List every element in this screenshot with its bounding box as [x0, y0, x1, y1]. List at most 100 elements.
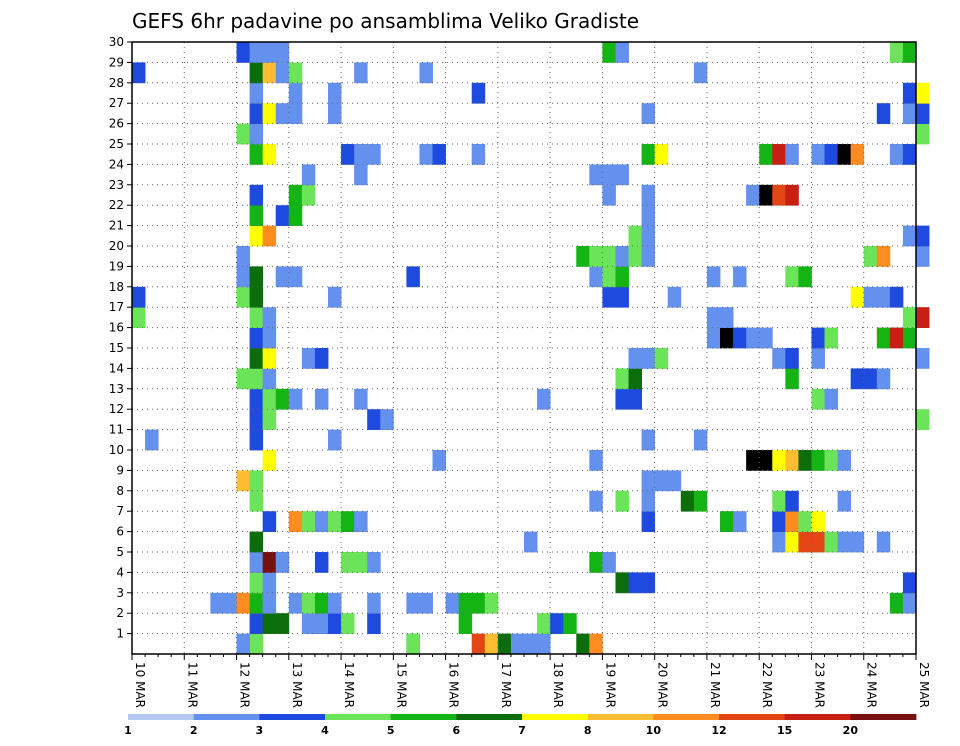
- colorbar-label: 5: [387, 724, 395, 737]
- heatmap-cell: [772, 511, 786, 532]
- heatmap-cell: [785, 266, 799, 288]
- heatmap-cell: [314, 552, 329, 573]
- heatmap-cell: [249, 225, 264, 247]
- heatmap-cell: [628, 225, 642, 247]
- heatmap-cell: [275, 613, 290, 634]
- heatmap-cell: [759, 327, 773, 349]
- heatmap-cell: [262, 307, 277, 328]
- heatmap-cell: [916, 348, 930, 369]
- x-tick-label: 12 MAR: [238, 662, 252, 708]
- heatmap-cell: [301, 164, 316, 186]
- heatmap-cell: [811, 531, 825, 553]
- x-tick-label: 22 MAR: [760, 662, 774, 708]
- heatmap-cell: [641, 144, 656, 165]
- heatmap-cell: [902, 42, 917, 63]
- y-tick-label: 10: [109, 443, 124, 457]
- colorbar-swatch: [784, 714, 851, 720]
- heatmap-cell: [876, 531, 891, 553]
- heatmap-cell: [262, 42, 277, 63]
- heatmap-cell: [328, 592, 342, 614]
- heatmap-cell: [916, 82, 930, 104]
- y-tick-label: 14: [109, 361, 124, 375]
- heatmap-cell: [785, 450, 799, 471]
- y-tick-label: 4: [116, 565, 124, 579]
- heatmap-cell: [328, 429, 342, 451]
- heatmap-cell: [249, 409, 264, 430]
- heatmap-cell: [772, 348, 786, 369]
- heatmap-cell: [733, 266, 747, 288]
- heatmap-cell: [249, 470, 264, 492]
- heatmap-cell: [889, 327, 904, 349]
- heatmap-cell: [824, 450, 838, 471]
- heatmap-cell: [484, 633, 499, 655]
- heatmap-cell: [301, 348, 316, 369]
- heatmap-cell: [837, 450, 852, 471]
- heatmap-cell: [262, 103, 277, 124]
- heatmap-cell: [876, 103, 891, 124]
- heatmap-cell: [876, 246, 891, 267]
- heatmap-cell: [328, 286, 342, 308]
- heatmap-cell: [249, 613, 264, 634]
- heatmap-cell: [746, 184, 760, 206]
- heatmap-cell: [680, 490, 695, 512]
- colorbar-swatch: [456, 714, 523, 720]
- heatmap-cell: [132, 286, 146, 308]
- heatmap-cell: [902, 144, 917, 165]
- x-tick-label: 17 MAR: [499, 662, 513, 708]
- heatmap-cell: [602, 184, 616, 206]
- heatmap-cell: [850, 531, 865, 553]
- heatmap-cell: [654, 144, 669, 165]
- x-tick-label: 13 MAR: [290, 662, 304, 708]
- heatmap-cell: [667, 470, 682, 492]
- heatmap-cell: [902, 82, 917, 104]
- heatmap-cell: [328, 613, 342, 634]
- heatmap-cell: [641, 348, 656, 369]
- gridlines: [132, 41, 916, 654]
- heatmap-cell: [367, 592, 381, 614]
- heatmap-cell: [654, 348, 669, 369]
- heatmap-cell: [210, 592, 224, 614]
- heatmap-cell: [236, 246, 250, 267]
- heatmap-cell: [249, 368, 264, 390]
- heatmap-cell: [354, 511, 368, 532]
- heatmap-cell: [733, 327, 747, 349]
- x-tick-label: 14 MAR: [342, 662, 356, 708]
- heatmap-cell: [628, 246, 642, 267]
- y-tick-label: 30: [109, 35, 124, 49]
- heatmap-cell: [876, 368, 891, 390]
- heatmap-cell: [249, 62, 264, 84]
- heatmap-cell: [262, 511, 277, 532]
- heatmap-cell: [249, 266, 264, 288]
- heatmap-cell: [824, 388, 838, 410]
- heatmap-cell: [602, 164, 616, 186]
- y-tick-label: 11: [109, 423, 124, 437]
- heatmap-cell: [367, 613, 381, 634]
- colorbar-swatch: [587, 714, 654, 720]
- heatmap-cell: [510, 633, 525, 655]
- heatmap-cell: [262, 225, 277, 247]
- heatmap-cell: [850, 368, 865, 390]
- colorbar-label: 15: [777, 724, 792, 737]
- heatmap-cell: [628, 348, 642, 369]
- heatmap-cell: [132, 62, 146, 84]
- heatmap-cell: [863, 368, 878, 390]
- heatmap-cell: [354, 552, 368, 573]
- heatmap-cell: [471, 144, 486, 165]
- heatmap-cell: [236, 266, 250, 288]
- heatmap-cell: [432, 450, 446, 471]
- heatmap-cell: [785, 348, 799, 369]
- heatmap-cell: [628, 388, 642, 410]
- heatmap-cell: [811, 144, 825, 165]
- heatmap-cell: [641, 184, 656, 206]
- heatmap-cell: [288, 388, 303, 410]
- heatmap-cell: [249, 103, 264, 124]
- heatmap-cell: [824, 327, 838, 349]
- heatmap-cell: [354, 388, 368, 410]
- heatmap-cell: [746, 327, 760, 349]
- heatmap-cell: [589, 266, 603, 288]
- heatmap-cell: [275, 103, 290, 124]
- heatmap-cell: [341, 144, 355, 165]
- colorbar-swatch: [390, 714, 457, 720]
